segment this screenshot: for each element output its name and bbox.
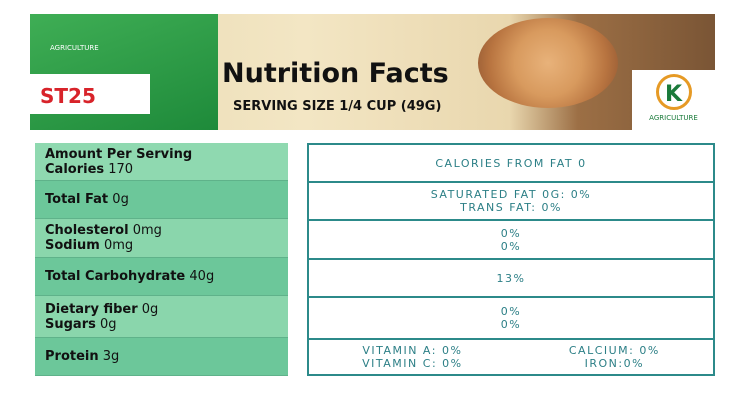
nutrient-label: Protein bbox=[45, 349, 99, 364]
nutrient-line: Amount Per Serving bbox=[45, 147, 288, 162]
left-row: Protein 3g bbox=[35, 338, 288, 376]
right-text: 0% bbox=[500, 239, 522, 253]
right-column: CALCIUM: 0% IRON:0% bbox=[569, 344, 660, 370]
right-panel: CALORIES FROM FAT 0 SATURATED FAT 0G: 0% T… bbox=[307, 143, 715, 376]
nutrient-line: Protein 3g bbox=[45, 349, 288, 364]
nutrient-line: Calories 170 bbox=[45, 162, 288, 177]
logo: K AGRICULTURE bbox=[632, 70, 715, 130]
left-row: Dietary fiber 0g Sugars 0g bbox=[35, 296, 288, 338]
right-text: 0% bbox=[500, 318, 522, 331]
right-text: SATURATED FAT 0G: 0% bbox=[430, 188, 592, 201]
left-row: Cholesterol 0mg Sodium 0mg bbox=[35, 219, 288, 258]
nutrient-line: Dietary fiber 0g bbox=[45, 302, 288, 317]
bag-product: ST25 bbox=[40, 84, 96, 108]
nutrient-label: Amount Per Serving bbox=[45, 146, 193, 162]
right-row: CALORIES FROM FAT 0 bbox=[307, 143, 715, 183]
nutrient-line: Total Carbohydrate 40g bbox=[45, 269, 288, 284]
nutrient-label: Total Fat bbox=[45, 192, 109, 207]
right-text: CALCIUM: 0% bbox=[568, 344, 660, 357]
bag-label: ST25 bbox=[30, 74, 150, 114]
right-text: VITAMIN A: 0% bbox=[362, 344, 463, 357]
nutrient-value: 0g bbox=[100, 316, 117, 332]
nutrient-value: 3g bbox=[102, 349, 120, 364]
nutrient-label: Cholesterol bbox=[45, 223, 129, 238]
left-row: Amount Per Serving Calories 170 bbox=[35, 143, 288, 181]
left-row: Total Carbohydrate 40g bbox=[35, 258, 288, 296]
nutrient-value: 0mg bbox=[104, 238, 134, 253]
right-text: 13% bbox=[496, 271, 526, 285]
right-row: 0% 0% bbox=[307, 219, 715, 260]
nutrient-line: Total Fat 0g bbox=[45, 192, 288, 207]
nutrient-value: 0mg bbox=[132, 223, 162, 238]
nutrient-label: Sugars bbox=[45, 316, 96, 332]
right-text: CALORIES FROM FAT 0 bbox=[435, 156, 587, 170]
right-row: SATURATED FAT 0G: 0% TRANS FAT: 0% bbox=[307, 181, 715, 221]
title: Nutrition Facts bbox=[222, 58, 449, 89]
nutrient-value: 40g bbox=[189, 269, 215, 284]
right-row: VITAMIN A: 0% VITAMIN C: 0% CALCIUM: 0% IRO… bbox=[307, 338, 715, 376]
nutrient-label: Dietary fiber bbox=[45, 301, 138, 317]
right-text: 0% bbox=[500, 305, 522, 318]
nutrient-line: Sugars 0g bbox=[45, 317, 288, 332]
nutrient-value: 170 bbox=[108, 161, 134, 177]
nutrient-value: 0g bbox=[112, 192, 129, 207]
left-panel: Amount Per Serving Calories 170 Total Fat … bbox=[35, 143, 288, 376]
nutrient-value: 0g bbox=[141, 301, 159, 317]
logo-letter: K bbox=[655, 74, 692, 110]
right-text: TRANS FAT: 0% bbox=[460, 201, 562, 214]
left-row: Total Fat 0g bbox=[35, 181, 288, 219]
right-text: 0% bbox=[500, 226, 522, 240]
right-column: VITAMIN A: 0% VITAMIN C: 0% bbox=[362, 344, 462, 370]
nutrient-line: Cholesterol 0mg bbox=[45, 223, 288, 238]
right-text: IRON:0% bbox=[584, 357, 645, 370]
right-row: 0% 0% bbox=[307, 296, 715, 340]
logo-name: AGRICULTURE bbox=[649, 114, 698, 122]
subtitle: SERVING SIZE 1/4 CUP (49G) bbox=[233, 99, 442, 114]
nutrient-label: Calories bbox=[45, 161, 105, 177]
bag-brand: AGRICULTURE bbox=[50, 44, 99, 52]
nutrient-label: Total Carbohydrate bbox=[45, 269, 186, 284]
rice-bag: AGRICULTURE ST25 bbox=[30, 14, 218, 130]
wood-image bbox=[478, 18, 618, 108]
right-text: VITAMIN C: 0% bbox=[362, 357, 463, 370]
nutrient-line: Sodium 0mg bbox=[45, 238, 288, 253]
nutrient-label: Sodium bbox=[45, 238, 100, 253]
right-row: 13% bbox=[307, 258, 715, 298]
